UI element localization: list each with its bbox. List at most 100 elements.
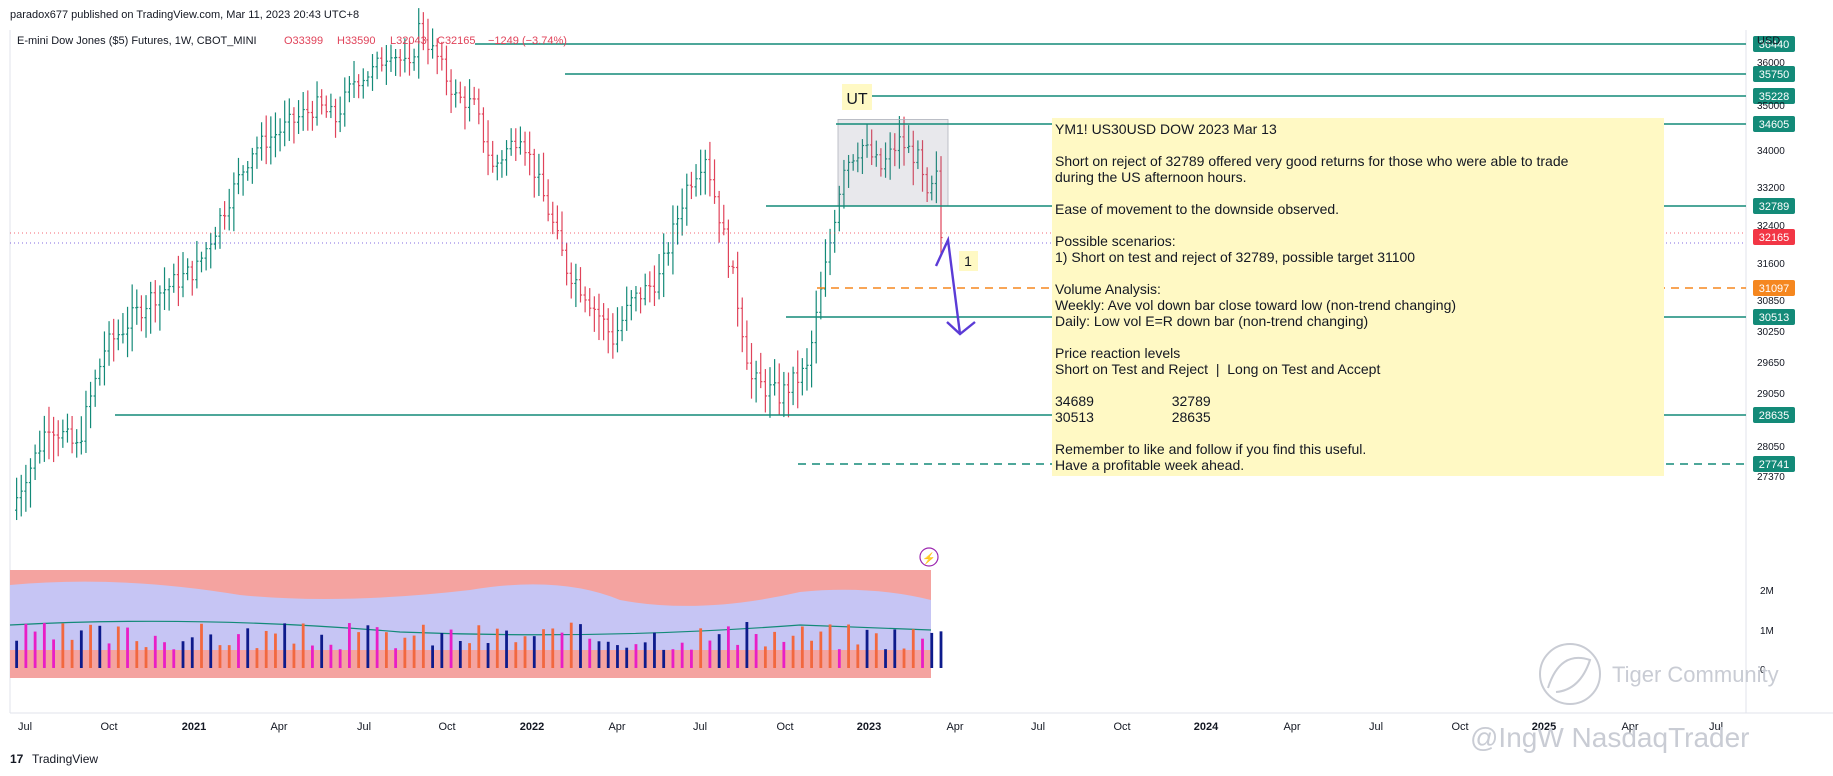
price-bar	[796, 350, 800, 409]
volume-bar	[671, 649, 675, 668]
price-bar	[375, 51, 379, 80]
note-line: YM1! US30USD DOW 2023 Mar 13	[1055, 121, 1277, 137]
price-bar	[805, 348, 809, 391]
price-bar	[800, 358, 804, 396]
price-bar	[662, 233, 666, 298]
price-bar	[24, 464, 28, 512]
ohlc-close: C32165	[437, 35, 476, 47]
volume-bar	[311, 645, 314, 668]
volume-bar	[440, 632, 444, 668]
note-line: during the US afternoon hours.	[1055, 169, 1246, 185]
volume-bar	[42, 623, 46, 668]
price-bar	[768, 367, 772, 418]
price-bar	[232, 172, 236, 232]
y-tick-label: 30250	[1757, 327, 1785, 338]
volume-bar	[930, 632, 934, 668]
price-level-tag	[1753, 116, 1795, 132]
price-bar	[121, 313, 125, 344]
price-bar	[851, 154, 855, 171]
price-bar	[763, 369, 767, 413]
x-tick-label: Oct	[1113, 721, 1130, 733]
volume-bar	[939, 631, 943, 668]
x-tick-label: 2022	[520, 721, 544, 733]
price-bar	[819, 271, 823, 320]
volume-bar	[449, 629, 453, 668]
x-tick-label: 2025	[1532, 721, 1556, 733]
volume-bar	[172, 649, 176, 668]
volume-axis-label: 2M	[1760, 586, 1774, 597]
event-icon[interactable]	[919, 547, 939, 567]
note-line	[1055, 377, 1059, 393]
price-bar	[195, 240, 199, 289]
price-bar	[430, 28, 435, 59]
volume-bar	[819, 631, 823, 668]
price-axis: 36000 35000 34000 33200 32400 31600 30850 30250…	[1757, 58, 1785, 483]
note-line: 34689 32789	[1055, 393, 1211, 409]
price-bar	[611, 313, 615, 359]
price-bar	[199, 251, 204, 273]
volume-bar	[61, 623, 65, 668]
x-tick-label: Apr	[1621, 721, 1638, 733]
volume-bar	[403, 637, 407, 668]
price-bar	[47, 406, 51, 460]
marker-one-bg	[959, 251, 978, 271]
price-bar	[241, 165, 245, 196]
scenario-arrowhead	[946, 321, 976, 336]
note-line: Volume Analysis:	[1055, 281, 1161, 297]
marker-one: 1	[964, 253, 972, 269]
range-box	[837, 119, 949, 207]
volume-bar	[763, 646, 767, 668]
price-bar	[246, 160, 250, 181]
price-bar	[777, 363, 781, 416]
note-line	[1055, 217, 1059, 233]
price-bar	[384, 45, 388, 85]
price-bar	[283, 100, 287, 147]
price-bar	[925, 167, 929, 203]
price-bar	[38, 430, 42, 464]
price-level-tag	[1753, 36, 1795, 52]
price-bar	[514, 128, 518, 161]
volume-bar	[274, 633, 277, 668]
volume-bar	[283, 623, 287, 668]
x-tick-label: Jul	[693, 721, 707, 733]
note-line: Possible scenarios:	[1055, 233, 1176, 249]
price-bar	[366, 71, 370, 87]
volume-bar	[782, 641, 786, 668]
price-bar	[472, 86, 476, 105]
volume-bar	[431, 645, 434, 668]
volume-bar	[98, 625, 102, 668]
price-bar	[88, 381, 93, 429]
price-bar	[528, 131, 532, 176]
volume-bar	[209, 634, 213, 668]
y-tick-label: 29650	[1757, 358, 1785, 369]
y-tick-label: 33200	[1757, 183, 1785, 194]
price-level-label: 31097	[1759, 283, 1790, 295]
price-bar	[458, 81, 462, 104]
price-bar	[162, 267, 167, 310]
x-tick-label: 2024	[1194, 721, 1219, 733]
price-bar	[98, 358, 102, 386]
price-bar	[694, 164, 698, 197]
x-tick-label: Apr	[1283, 721, 1300, 733]
price-bar	[846, 154, 851, 188]
volume-bar	[329, 644, 333, 668]
price-bar	[444, 45, 449, 96]
volume-bar	[486, 643, 490, 668]
analysis-note-text: YM1! US30USD DOW 2023 Mar 13 Short on re…	[1055, 121, 1569, 473]
volume-pane: 2M 1M 0	[9, 570, 1774, 678]
volume-bar	[884, 649, 887, 668]
price-bar	[722, 204, 726, 236]
price-bar	[65, 413, 70, 443]
price-bar	[934, 151, 938, 204]
volume-bar	[237, 634, 240, 668]
price-bar	[602, 303, 606, 341]
x-tick-label: Jul	[1031, 721, 1045, 733]
price-bar	[412, 48, 416, 71]
price-level-label: 36440	[1759, 39, 1790, 51]
price-bar	[726, 219, 730, 278]
price-bar	[440, 41, 444, 71]
price-bar	[301, 92, 305, 131]
price-bar	[79, 416, 83, 455]
x-tick-label: Oct	[1451, 721, 1468, 733]
price-level-tag	[1753, 66, 1795, 82]
